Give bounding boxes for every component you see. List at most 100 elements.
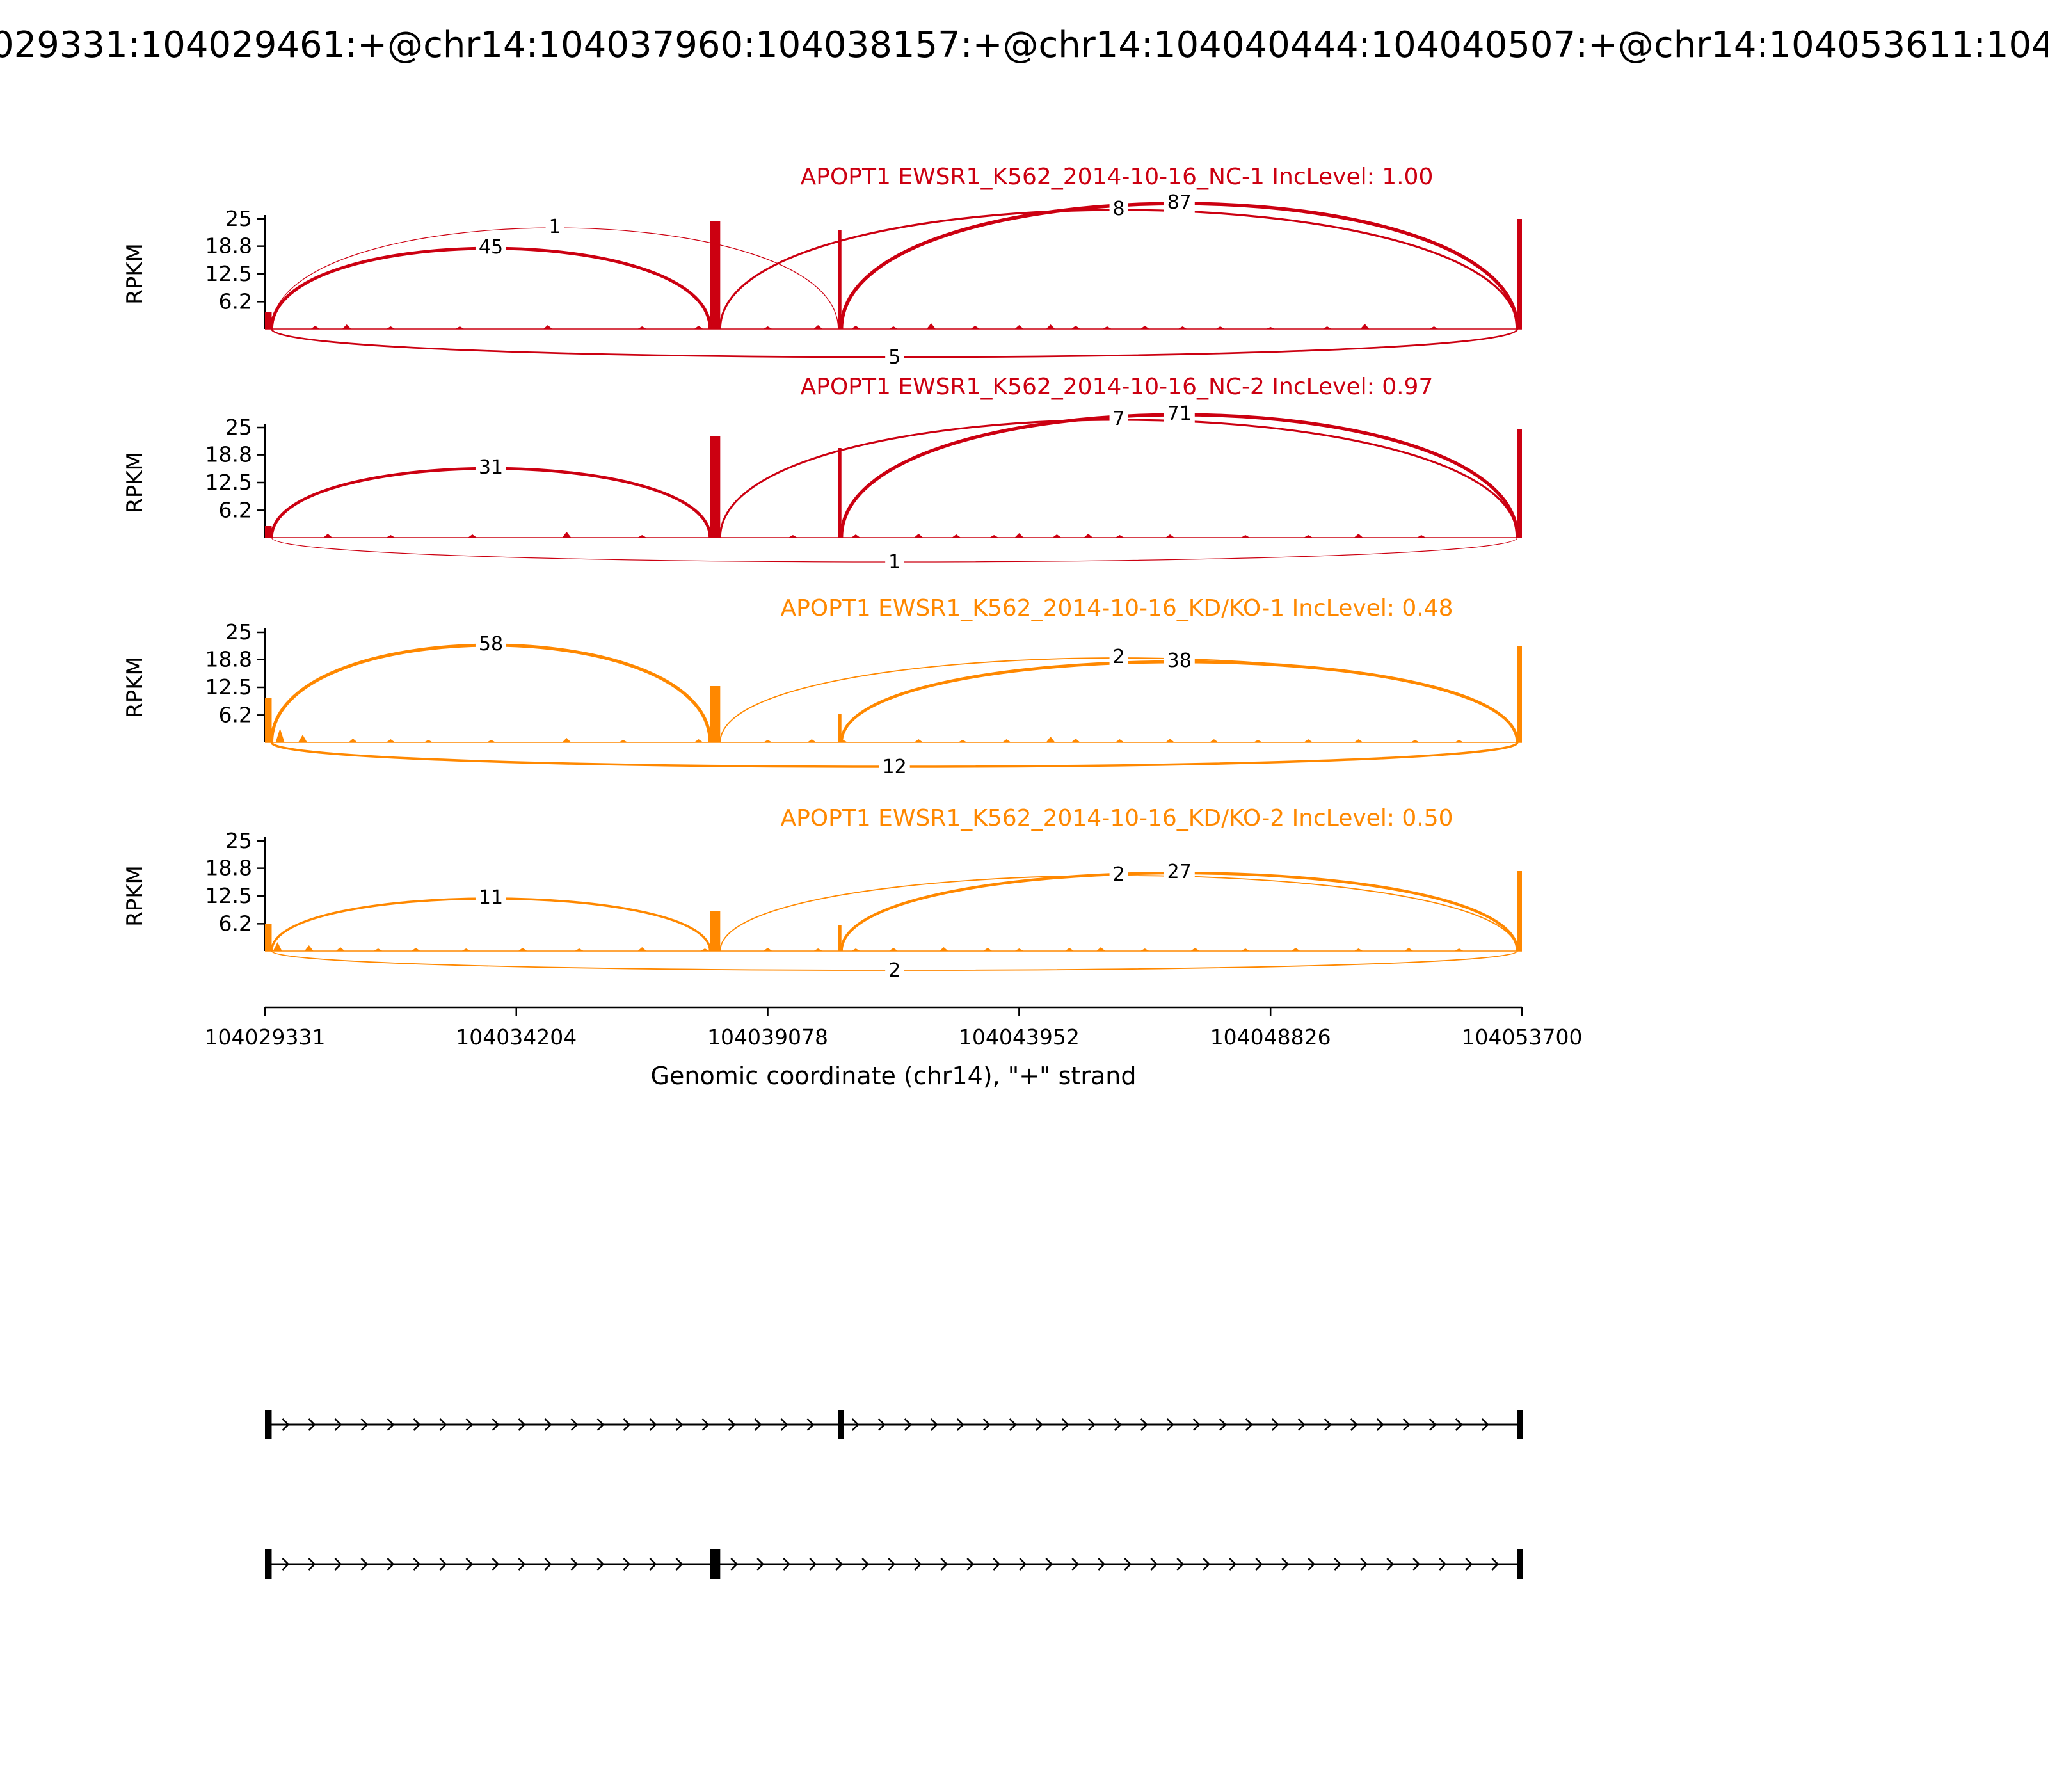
strand-arrow-icon bbox=[1061, 1418, 1069, 1431]
strand-arrow-icon bbox=[806, 1418, 815, 1431]
strand-arrow-icon bbox=[1386, 1558, 1395, 1571]
exon-coverage bbox=[710, 686, 721, 742]
strand-arrow-icon bbox=[1071, 1558, 1080, 1571]
strand-arrow-icon bbox=[1481, 1418, 1489, 1431]
strand-arrow-icon bbox=[492, 1418, 500, 1431]
strand-arrow-icon bbox=[1271, 1418, 1279, 1431]
junction-count: 1 bbox=[549, 216, 561, 238]
strand-arrow-icon bbox=[1255, 1558, 1263, 1571]
strand-arrow-icon bbox=[518, 1418, 526, 1431]
strand-arrow-icon bbox=[465, 1418, 474, 1431]
strand-arrow-icon bbox=[1098, 1558, 1106, 1571]
junction-count-bg bbox=[885, 551, 904, 573]
strand-arrow-icon bbox=[914, 1558, 922, 1571]
junction-count-bg bbox=[1109, 198, 1128, 220]
strand-arrow-icon bbox=[780, 1418, 788, 1431]
strand-arrow-icon bbox=[413, 1558, 421, 1571]
junction-count: 31 bbox=[479, 456, 503, 479]
coverage-noise bbox=[323, 532, 1426, 538]
exon-coverage bbox=[710, 221, 721, 329]
junction-count-bg bbox=[879, 756, 910, 778]
strand-arrow-icon bbox=[1402, 1418, 1411, 1431]
junction-count: 45 bbox=[479, 236, 503, 259]
y-tick-label: 25 bbox=[225, 415, 252, 440]
coverage-noise bbox=[310, 323, 1439, 329]
junction-arc bbox=[839, 202, 1519, 330]
strand-arrow-icon bbox=[334, 1558, 342, 1571]
exon-coverage bbox=[710, 436, 721, 538]
strand-arrow-icon bbox=[728, 1418, 736, 1431]
transcript-exon bbox=[838, 1410, 844, 1439]
strand-arrow-icon bbox=[439, 1558, 447, 1571]
junction-count-bg bbox=[1109, 863, 1128, 885]
junction-arc bbox=[840, 660, 1519, 743]
strand-arrow-icon bbox=[1334, 1558, 1342, 1571]
x-tick-label: 104048826 bbox=[1210, 1025, 1331, 1050]
x-tick-label: 104039078 bbox=[707, 1025, 828, 1050]
strand-arrow-icon bbox=[544, 1418, 552, 1431]
strand-arrow-icon bbox=[851, 1418, 860, 1431]
strand-arrow-icon bbox=[1114, 1418, 1122, 1431]
junction-arc bbox=[270, 467, 712, 538]
strand-arrow-icon bbox=[1455, 1418, 1463, 1431]
strand-arrow-icon bbox=[544, 1558, 552, 1571]
strand-arrow-icon bbox=[783, 1558, 791, 1571]
strand-arrow-icon bbox=[282, 1418, 290, 1431]
junction-count-bg bbox=[475, 633, 506, 655]
strand-arrow-icon bbox=[1166, 1418, 1174, 1431]
y-axis-title: RPKM bbox=[122, 657, 148, 718]
strand-arrow-icon bbox=[930, 1418, 938, 1431]
strand-arrow-icon bbox=[1203, 1558, 1211, 1571]
y-tick-label: 12.5 bbox=[205, 261, 252, 286]
junction-count: 11 bbox=[479, 886, 503, 909]
strand-arrow-icon bbox=[570, 1558, 579, 1571]
strand-arrow-icon bbox=[940, 1558, 948, 1571]
junction-count: 5 bbox=[888, 346, 900, 369]
junction-count: 1 bbox=[888, 551, 900, 573]
strand-arrow-icon bbox=[1245, 1418, 1253, 1431]
exon-coverage bbox=[1517, 646, 1522, 742]
junction-count: 87 bbox=[1167, 191, 1192, 214]
strand-arrow-icon bbox=[1297, 1418, 1306, 1431]
x-tick-label: 104034204 bbox=[456, 1025, 577, 1050]
strand-arrow-icon bbox=[649, 1558, 657, 1571]
strand-arrow-icon bbox=[334, 1418, 342, 1431]
strand-arrow-icon bbox=[596, 1558, 605, 1571]
transcript-exon bbox=[710, 1549, 721, 1579]
strand-arrow-icon bbox=[904, 1418, 912, 1431]
strand-arrow-icon bbox=[649, 1418, 657, 1431]
strand-arrow-icon bbox=[492, 1558, 500, 1571]
strand-arrow-icon bbox=[1439, 1558, 1447, 1571]
y-tick-label: 12.5 bbox=[205, 470, 252, 495]
strand-arrow-icon bbox=[1035, 1418, 1043, 1431]
strand-arrow-icon bbox=[956, 1418, 964, 1431]
exon-coverage bbox=[838, 714, 842, 742]
strand-arrow-icon bbox=[387, 1558, 395, 1571]
transcript-2 bbox=[265, 1549, 1523, 1579]
y-tick-label: 6.2 bbox=[219, 289, 252, 314]
y-tick-label: 25 bbox=[225, 620, 252, 644]
strand-arrow-icon bbox=[756, 1558, 765, 1571]
junction-count: 2 bbox=[1113, 863, 1125, 886]
strand-arrow-icon bbox=[1229, 1558, 1237, 1571]
strand-arrow-icon bbox=[413, 1418, 421, 1431]
exon-coverage bbox=[265, 698, 272, 742]
strand-arrow-icon bbox=[1281, 1558, 1290, 1571]
y-tick-label: 25 bbox=[225, 828, 252, 853]
exon-coverage bbox=[838, 448, 842, 538]
strand-arrow-icon bbox=[1150, 1558, 1158, 1571]
exon-coverage bbox=[1517, 429, 1522, 538]
strand-arrow-icon bbox=[1360, 1558, 1368, 1571]
y-tick-label: 12.5 bbox=[205, 883, 252, 908]
exon-coverage bbox=[1517, 219, 1522, 329]
y-tick-label: 18.8 bbox=[205, 647, 252, 672]
exon-coverage bbox=[838, 925, 842, 951]
y-tick-label: 6.2 bbox=[219, 702, 252, 727]
strand-arrow-icon bbox=[701, 1418, 710, 1431]
transcript-exon bbox=[265, 1410, 272, 1439]
strand-arrow-icon bbox=[308, 1418, 316, 1431]
strand-arrow-icon bbox=[754, 1418, 762, 1431]
strand-arrow-icon bbox=[465, 1558, 474, 1571]
y-tick-label: 6.2 bbox=[219, 497, 252, 522]
junction-count: 8 bbox=[1113, 198, 1125, 220]
